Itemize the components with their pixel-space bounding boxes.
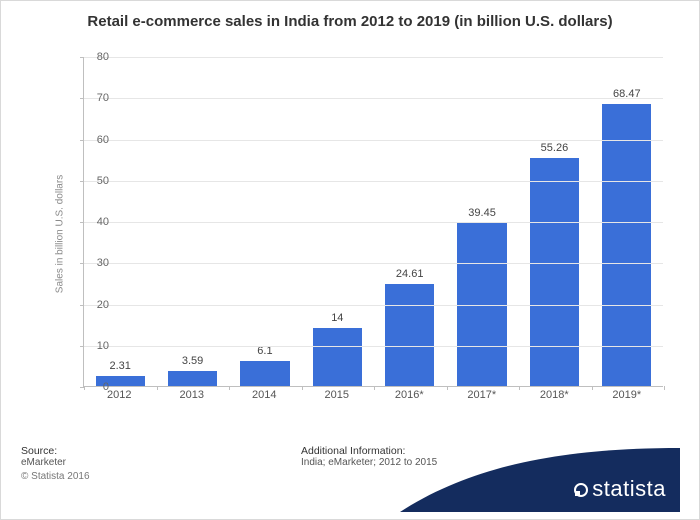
footer-source: Source: eMarketer © Statista 2016 (21, 445, 90, 482)
bar (385, 284, 434, 386)
bar-value-label: 55.26 (541, 142, 569, 154)
y-tick-label: 50 (79, 175, 109, 187)
y-tick-label: 40 (79, 216, 109, 228)
chart-footer: Source: eMarketer © Statista 2016 Additi… (21, 439, 679, 511)
x-axis-label: 2016* (373, 389, 446, 401)
footer-swoosh: statista (400, 448, 680, 512)
bar (168, 371, 217, 386)
logo-icon (574, 483, 588, 497)
x-axis-label: 2018* (518, 389, 591, 401)
bar-value-label: 39.45 (468, 207, 496, 219)
bar-value-label: 14 (331, 312, 343, 324)
grid-line (84, 305, 663, 306)
x-axis-label: 2014 (228, 389, 301, 401)
x-axis-label: 2017* (446, 389, 519, 401)
source-text: eMarketer (21, 457, 90, 468)
y-axis-label: Sales in billion U.S. dollars (55, 175, 66, 293)
grid-line (84, 57, 663, 58)
plot-area: 2.313.596.11424.6139.4555.2668.47 (83, 57, 663, 387)
bar (313, 328, 362, 386)
bar (602, 104, 651, 386)
x-axis-label: 2019* (591, 389, 664, 401)
source-title: Source: (21, 445, 90, 457)
y-tick-label: 80 (79, 51, 109, 63)
y-tick-label: 30 (79, 257, 109, 269)
statista-logo: statista (574, 476, 666, 502)
bar-value-label: 2.31 (109, 360, 130, 372)
bar (530, 158, 579, 386)
grid-line (84, 181, 663, 182)
plot-wrap: Sales in billion U.S. dollars 2.313.596.… (59, 49, 671, 419)
y-tick-label: 10 (79, 340, 109, 352)
x-tick-mark (664, 386, 665, 390)
copyright-text: © Statista 2016 (21, 471, 90, 482)
grid-line (84, 346, 663, 347)
grid-line (84, 222, 663, 223)
chart-title: Retail e-commerce sales in India from 20… (1, 1, 699, 34)
logo-label: statista (592, 476, 666, 501)
y-tick-label: 0 (79, 381, 109, 393)
y-tick-label: 60 (79, 134, 109, 146)
x-axis-labels: 20122013201420152016*2017*2018*2019* (83, 389, 663, 401)
grid-line (84, 98, 663, 99)
x-axis-label: 2015 (301, 389, 374, 401)
chart-card: Retail e-commerce sales in India from 20… (0, 0, 700, 520)
grid-line (84, 263, 663, 264)
y-tick-label: 20 (79, 299, 109, 311)
bar-value-label: 3.59 (182, 355, 203, 367)
y-tick-label: 70 (79, 92, 109, 104)
bar-value-label: 24.61 (396, 268, 424, 280)
x-axis-label: 2013 (156, 389, 229, 401)
bar (240, 361, 289, 386)
grid-line (84, 140, 663, 141)
